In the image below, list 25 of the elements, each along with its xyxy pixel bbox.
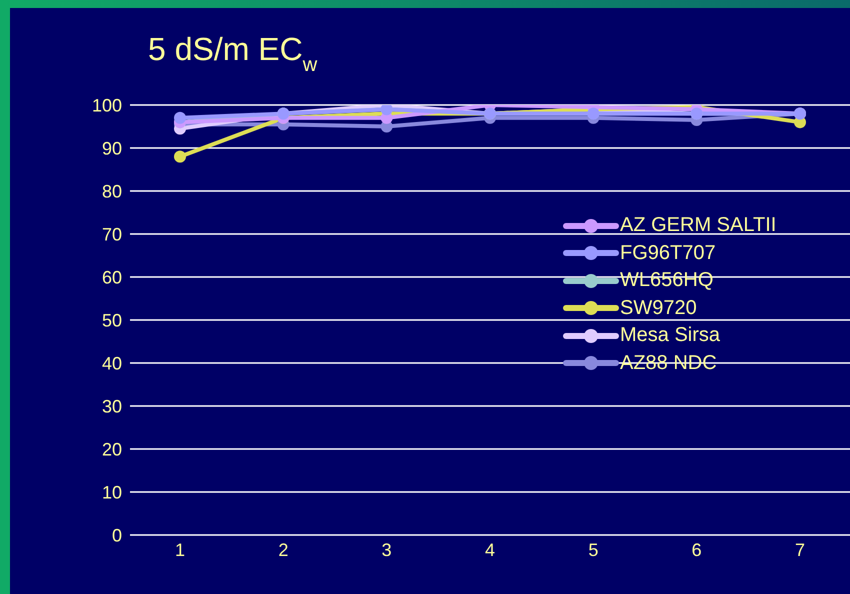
y-tick-label: 10 — [102, 482, 122, 502]
y-tick-label: 30 — [102, 396, 122, 416]
legend-label: SW9720 — [620, 296, 697, 320]
legend-label: Mesa Sirsa — [620, 324, 720, 348]
x-tick-label: 7 — [794, 540, 806, 560]
x-tick-label: 3 — [382, 540, 392, 560]
x-tick-label: 2 — [278, 540, 288, 560]
legend-label: AZ GERM SALTII — [620, 214, 776, 238]
y-tick-label: 90 — [102, 138, 122, 158]
y-tick-label: 70 — [102, 224, 122, 244]
point — [174, 112, 186, 124]
point — [174, 150, 186, 163]
y-tick-label: 0 — [112, 525, 122, 546]
x-tick-label: 1 — [174, 540, 186, 560]
chart-title: 5 dS/m EC$_{w}$ — [148, 31, 318, 76]
y-tick-label: 20 — [102, 439, 122, 460]
y-tick-label: 60 — [102, 267, 122, 288]
legend-label: FG96T707 — [620, 242, 716, 265]
x-tick-label: 4 — [484, 540, 496, 560]
x-tick-label: 5 — [588, 540, 598, 560]
y-tick-label: 100 — [92, 95, 122, 116]
y-tick-label: 50 — [102, 310, 122, 330]
x-tick-label: 6 — [692, 540, 702, 560]
y-tick-label: 40 — [102, 353, 122, 374]
y-tick-label: 80 — [102, 181, 122, 202]
